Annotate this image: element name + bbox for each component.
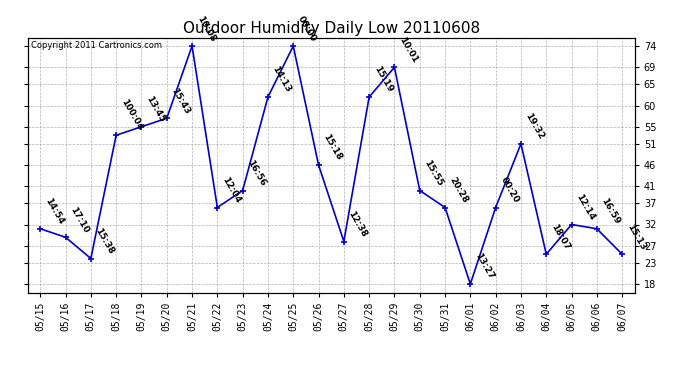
- Text: 13:27: 13:27: [473, 252, 495, 281]
- Text: 19:32: 19:32: [524, 112, 546, 141]
- Text: 12:14: 12:14: [574, 192, 596, 222]
- Text: 13:45: 13:45: [144, 94, 166, 124]
- Title: Outdoor Humidity Daily Low 20110608: Outdoor Humidity Daily Low 20110608: [183, 21, 480, 36]
- Text: 15:43: 15:43: [170, 86, 192, 116]
- Text: 16:56: 16:56: [246, 158, 268, 188]
- Text: 12:38: 12:38: [346, 209, 368, 239]
- Text: 10:01: 10:01: [397, 35, 420, 64]
- Text: 00:00: 00:00: [296, 14, 318, 43]
- Text: 10:08: 10:08: [195, 14, 217, 43]
- Text: 15:18: 15:18: [322, 133, 344, 162]
- Text: 14:54: 14:54: [43, 196, 66, 226]
- Text: 100:04: 100:04: [119, 98, 144, 132]
- Text: Copyright 2011 Cartronics.com: Copyright 2011 Cartronics.com: [30, 41, 161, 50]
- Text: 15:55: 15:55: [422, 158, 444, 188]
- Text: 12:04: 12:04: [220, 176, 242, 205]
- Text: 00:20: 00:20: [498, 176, 520, 205]
- Text: 20:28: 20:28: [448, 176, 470, 205]
- Text: 15:19: 15:19: [372, 65, 394, 94]
- Text: 18:07: 18:07: [549, 222, 571, 252]
- Text: 16:59: 16:59: [600, 196, 622, 226]
- Text: 14:13: 14:13: [270, 65, 293, 94]
- Text: 15:38: 15:38: [94, 226, 116, 256]
- Text: 15:13: 15:13: [625, 222, 647, 252]
- Text: 17:10: 17:10: [68, 205, 90, 234]
